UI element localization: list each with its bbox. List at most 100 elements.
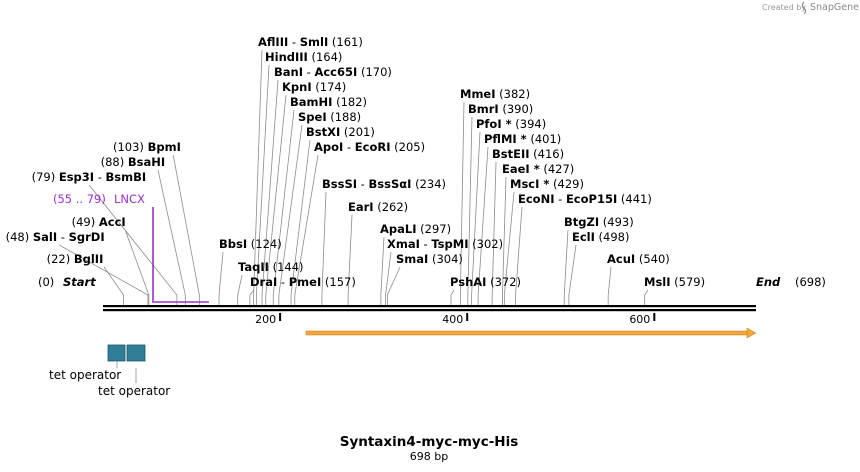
site-bani-label: BanI - Acc65I (170) <box>274 65 392 79</box>
site-afliii-connector <box>253 49 263 305</box>
start-position: (0) <box>38 275 54 289</box>
site-apali[interactable]: ApaLI (297) <box>380 222 451 236</box>
site-pflmi-connector <box>477 146 489 305</box>
site-econi[interactable]: EcoNI - EcoP15I (441) <box>518 192 652 206</box>
site-acci[interactable]: (49) AccI <box>72 215 126 229</box>
site-acui-connector <box>607 266 612 305</box>
site-spei[interactable]: SpeI (188) <box>298 110 361 124</box>
site-bamhi[interactable]: BamHI (182) <box>290 95 367 109</box>
site-bamhi-label: BamHI (182) <box>290 95 367 109</box>
end-label: End <box>756 275 781 289</box>
site-sali[interactable]: (48) SalI - SgrDI <box>6 230 105 244</box>
site-pfoi-label: PfoI * (394) <box>476 117 546 131</box>
site-msci[interactable]: MscI * (429) <box>510 177 584 191</box>
site-bsssi-label: BssSI - BssSαI (234) <box>322 177 446 191</box>
site-bglii[interactable]: (22) BglII <box>47 252 104 266</box>
site-pshai-label: PshAI (372) <box>450 275 521 289</box>
site-bsteii-label: BstEII (416) <box>492 147 564 161</box>
ruler-tick <box>279 313 282 321</box>
site-mmei[interactable]: MmeI (382) <box>460 87 530 101</box>
site-pshai-connector <box>450 289 455 305</box>
site-xmai-label: XmaI - TspMI (302) <box>387 237 503 251</box>
site-drai-connector <box>249 289 255 305</box>
site-bsssi[interactable]: BssSI - BssSαI (234) <box>322 177 446 191</box>
site-xmai[interactable]: XmaI - TspMI (302) <box>387 237 503 251</box>
site-bglii-label: (22) BglII <box>47 252 104 266</box>
end-position: (698) <box>795 275 826 289</box>
site-acui-label: AcuI (540) <box>607 252 670 266</box>
site-btgzi[interactable]: BtgZI (493) <box>564 215 634 229</box>
site-eaei-label: EaeI * (427) <box>502 162 574 176</box>
site-bsteii[interactable]: BstEII (416) <box>492 147 564 161</box>
site-afliii[interactable]: AflIII - SmlI (161) <box>258 35 363 49</box>
site-pflmi[interactable]: PflMI * (401) <box>484 132 561 146</box>
site-sali-connector <box>59 244 149 305</box>
site-bsahi-label: (88) BsaHI <box>101 155 166 169</box>
site-pshai[interactable]: PshAI (372) <box>450 275 521 289</box>
site-msci-label: MscI * (429) <box>510 177 584 191</box>
site-bani[interactable]: BanI - Acc65I (170) <box>274 65 392 79</box>
site-btgzi-connector <box>563 229 569 305</box>
site-bbsi-connector <box>218 251 224 305</box>
site-hindiii[interactable]: HindIII (164) <box>265 50 342 64</box>
site-msli[interactable]: MslI (579) <box>644 275 705 289</box>
site-eari-connector <box>347 214 353 305</box>
site-bstxi[interactable]: BstXI (201) <box>306 125 375 139</box>
ruler-tick-label: 200 <box>255 313 276 326</box>
site-bpmi-label: (103) BpmI <box>113 140 181 154</box>
site-drai[interactable]: DraI - PmeI (157) <box>250 275 356 289</box>
site-hindiii-label: HindIII (164) <box>265 50 342 64</box>
snapgene-logo-icon <box>801 1 807 15</box>
site-pfoi[interactable]: PfoI * (394) <box>476 117 546 131</box>
site-econi-connector <box>515 206 523 305</box>
site-bsahi[interactable]: (88) BsaHI <box>101 155 166 169</box>
credit-brand: SnapGene <box>810 2 859 13</box>
site-esp3i[interactable]: (79) Esp3I - BsmBI <box>32 170 147 184</box>
site-kpni-connector <box>265 94 287 305</box>
ruler-tick-label: 600 <box>629 313 650 326</box>
site-acci-connector <box>124 229 150 305</box>
site-bmri-label: BmrI (390) <box>468 102 533 116</box>
ruler: 200 400 600 <box>255 313 656 326</box>
site-bamhi-connector <box>272 109 295 305</box>
orf-arrow[interactable] <box>305 327 757 339</box>
site-taqii[interactable]: TaqII (144) <box>238 260 304 274</box>
tet-operator-2[interactable]: tet operator <box>98 344 170 398</box>
lncx-range: (55 .. 79) <box>53 192 106 206</box>
site-msli-connector <box>644 289 649 305</box>
tet-operator-1[interactable]: tet operator <box>49 344 126 382</box>
site-spei-label: SpeI (188) <box>298 110 361 124</box>
ruler-tick-label: 400 <box>442 313 463 326</box>
site-bbsi[interactable]: BbsI (124) <box>219 237 282 251</box>
lncx-label: LNCX <box>114 192 145 206</box>
site-eaei[interactable]: EaeI * (427) <box>502 162 574 176</box>
site-eaei-connector <box>502 176 507 305</box>
site-acui[interactable]: AcuI (540) <box>607 252 670 266</box>
site-eari-label: EarI (262) <box>348 200 408 214</box>
site-apali-connector <box>380 236 385 305</box>
site-bmri[interactable]: BmrI (390) <box>468 102 533 116</box>
site-btgzi-label: BtgZI (493) <box>564 215 634 229</box>
site-labels: AflIII - SmlI (161)HindIII (164)BanI - A… <box>6 35 706 289</box>
site-smai[interactable]: SmaI (304) <box>396 252 463 266</box>
site-apoi[interactable]: ApoI - EcoRI (205) <box>314 140 425 154</box>
site-bglii-connector <box>103 266 124 305</box>
lncx-marker <box>152 207 209 303</box>
tet-operator-1-label: tet operator <box>49 368 121 382</box>
site-drai-label: DraI - PmeI (157) <box>250 275 356 289</box>
site-ecli[interactable]: EclI (498) <box>572 230 630 244</box>
site-bstxi-label: BstXI (201) <box>306 125 375 139</box>
site-kpni[interactable]: KpnI (174) <box>282 80 346 94</box>
site-bani-connector <box>261 79 279 305</box>
site-eari[interactable]: EarI (262) <box>348 200 408 214</box>
site-apali-label: ApaLI (297) <box>380 222 451 236</box>
site-bstxi-connector <box>290 139 311 305</box>
site-msli-label: MslI (579) <box>644 275 705 289</box>
sequence-backbone <box>103 305 756 312</box>
site-bpmi[interactable]: (103) BpmI <box>113 140 181 154</box>
lncx-feature[interactable]: (55 .. 79) LNCX <box>53 192 209 303</box>
sequence-length: 698 bp <box>410 450 448 463</box>
site-ecli-connector <box>568 244 577 305</box>
site-pflmi-label: PflMI * (401) <box>484 132 561 146</box>
